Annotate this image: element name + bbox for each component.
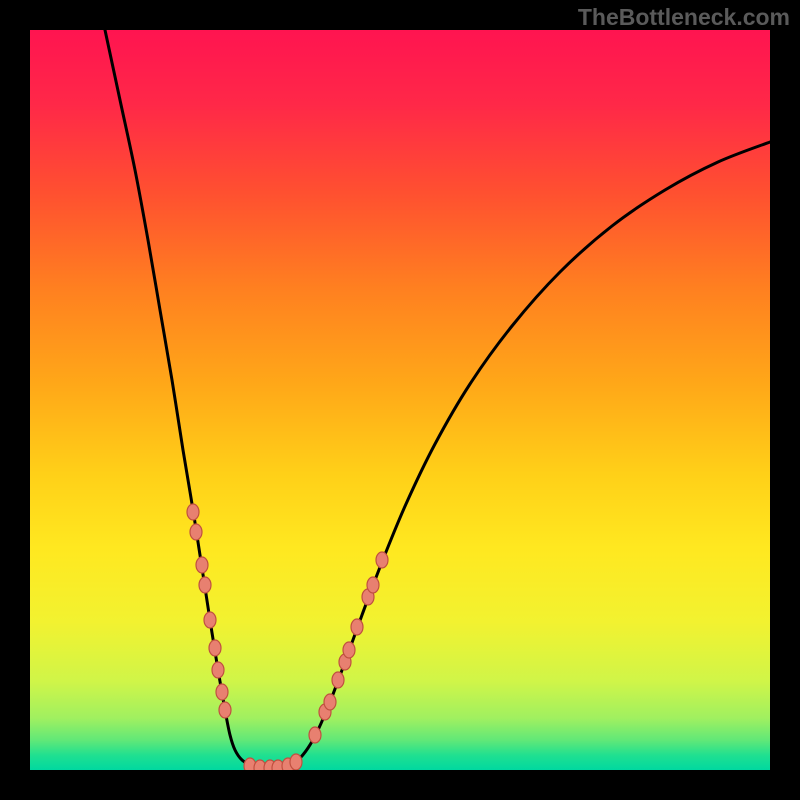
marker-left-5	[209, 640, 221, 656]
marker-left-3	[199, 577, 211, 593]
marker-right-5	[343, 642, 355, 658]
marker-right-6	[351, 619, 363, 635]
marker-left-1	[190, 524, 202, 540]
plot-area	[30, 30, 770, 770]
marker-bottom-5	[290, 754, 302, 770]
marker-left-7	[216, 684, 228, 700]
marker-right-8	[367, 577, 379, 593]
right-curve	[288, 142, 770, 766]
marker-left-6	[212, 662, 224, 678]
marker-left-2	[196, 557, 208, 573]
attribution-text: TheBottleneck.com	[578, 4, 790, 31]
marker-left-8	[219, 702, 231, 718]
bottleneck-curve-svg	[30, 30, 770, 770]
marker-right-2	[324, 694, 336, 710]
marker-left-4	[204, 612, 216, 628]
marker-right-3	[332, 672, 344, 688]
marker-right-9	[376, 552, 388, 568]
marker-right-0	[309, 727, 321, 743]
marker-left-0	[187, 504, 199, 520]
left-curve	[105, 30, 252, 766]
